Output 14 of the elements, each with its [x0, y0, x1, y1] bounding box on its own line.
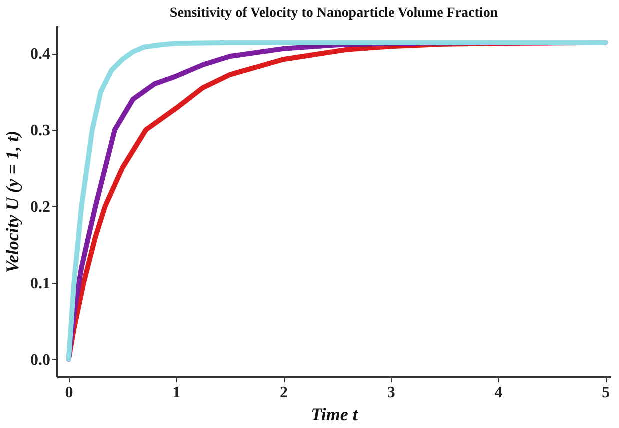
y-tick-label: 0.3 [30, 122, 50, 140]
x-tick-label: 4 [494, 384, 503, 402]
x-axis-title: Time t [311, 404, 359, 424]
y-tick-label: 0.0 [30, 352, 50, 369]
chart-title: Sensitivity of Velocity to Nanoparticle Volume Fraction [170, 6, 498, 21]
x-tick-label: 0 [65, 384, 74, 402]
x-tick-label: 2 [280, 384, 288, 402]
x-tick-label: 5 [602, 384, 610, 402]
y-tick-label: 0.1 [30, 275, 50, 292]
y-axis-title: Velocity U (y = 1, t) [2, 130, 22, 274]
x-tick-label: 1 [172, 384, 181, 402]
y-tick-label: 0.2 [30, 198, 50, 216]
y-tick-label: 0.4 [30, 46, 50, 64]
x-tick-label: 3 [387, 384, 396, 402]
